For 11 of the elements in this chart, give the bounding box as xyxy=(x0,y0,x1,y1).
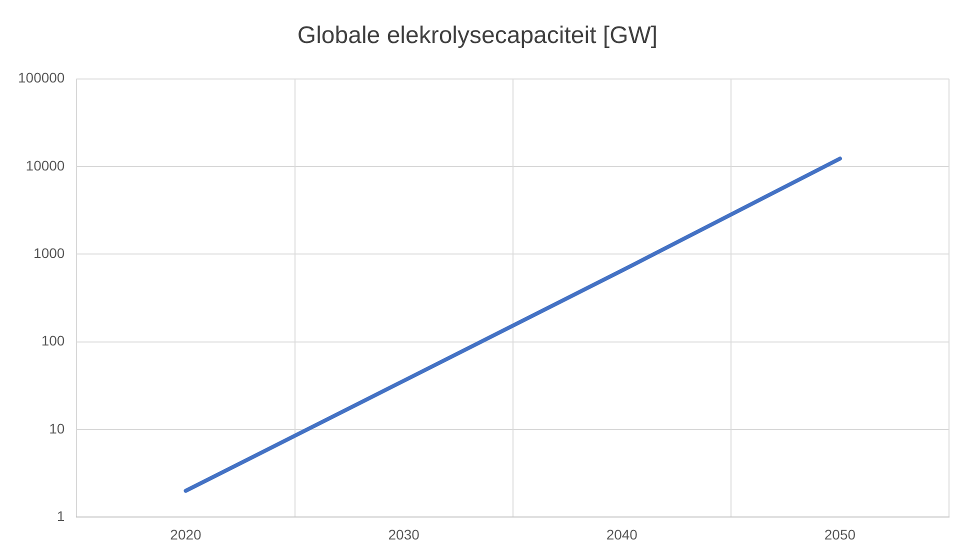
x-tick-label: 2050 xyxy=(824,526,856,542)
x-tick-label: 2040 xyxy=(606,526,638,542)
y-tick-label: 100 xyxy=(41,332,65,349)
y-tick-label: 10000 xyxy=(26,157,65,174)
x-tick-label: 2020 xyxy=(170,526,202,542)
x-tick-label: 2030 xyxy=(388,526,420,542)
y-tick-label: 100000 xyxy=(18,70,65,86)
y-tick-label: 10 xyxy=(49,420,65,436)
chart-title: Globale elekrolysecapaciteit [GW] xyxy=(297,22,658,50)
y-tick-label: 1000 xyxy=(34,245,65,262)
y-tick-label: 1 xyxy=(56,508,65,524)
